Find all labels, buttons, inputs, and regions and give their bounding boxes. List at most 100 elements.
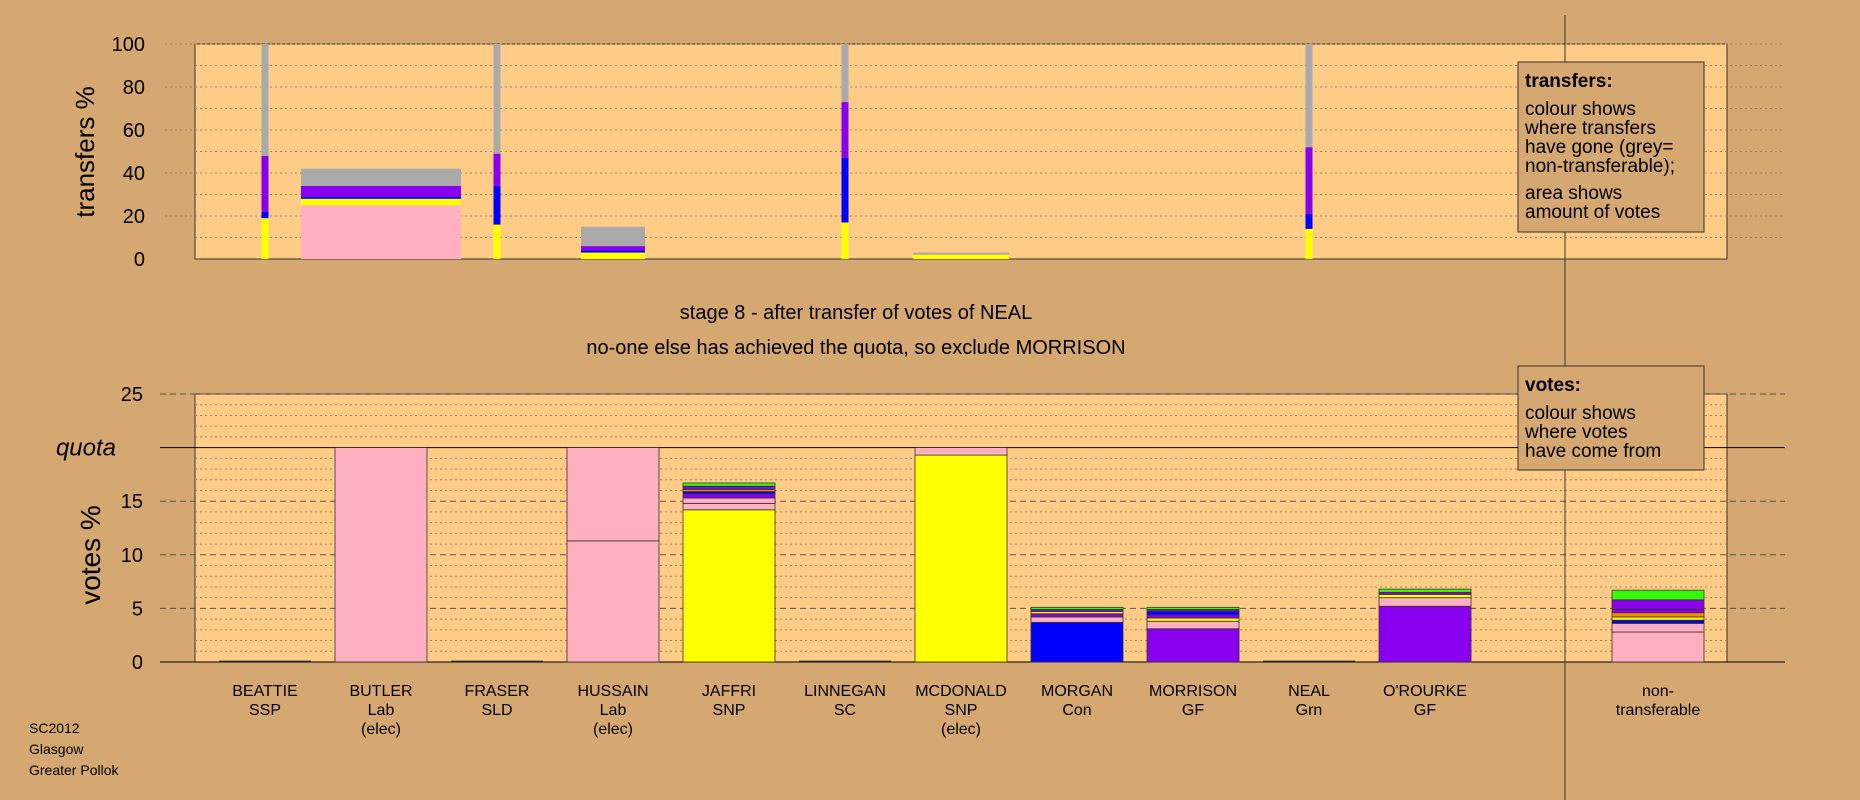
transfers-legend-heading: transfers: xyxy=(1525,71,1613,92)
candidate-label: SC xyxy=(834,702,856,719)
transfer-segment xyxy=(261,44,269,156)
transfers-legend-line: area shows xyxy=(1525,183,1622,204)
footer-council: Glasgow xyxy=(29,741,84,757)
transfer-segment xyxy=(493,44,501,154)
vote-segment xyxy=(682,485,776,490)
votes-y-axis-label: votes % xyxy=(75,505,106,605)
vote-segment xyxy=(1611,616,1705,621)
transfer-segment xyxy=(581,250,645,253)
candidate-label: MORRISON xyxy=(1149,683,1237,700)
transfer-segment xyxy=(493,224,501,259)
vote-segment xyxy=(1378,588,1472,593)
vote-segment xyxy=(682,493,776,499)
vote-segment xyxy=(1611,631,1705,663)
candidate-label: HUSSAIN xyxy=(577,683,648,700)
votes-legend-line: colour shows xyxy=(1525,403,1636,424)
vote-segment xyxy=(1030,621,1124,663)
votes-legend: votes: colour shows where votes have com… xyxy=(1517,365,1705,471)
transfer-segment xyxy=(841,157,849,223)
transfers-legend-line: have gone (grey= xyxy=(1525,137,1673,158)
transfers-y-tick-label: 40 xyxy=(123,163,145,185)
votes-y-tick-label: 15 xyxy=(121,491,143,513)
transfers-legend-line: colour shows xyxy=(1525,99,1636,120)
transfer-segment xyxy=(1305,147,1313,214)
transfer-segment xyxy=(841,44,849,103)
candidate-label: BEATTIE xyxy=(232,683,298,700)
vote-segment xyxy=(1611,619,1705,624)
transfer-segment xyxy=(581,246,645,251)
transfer-segment xyxy=(841,222,849,259)
vote-segment xyxy=(1146,628,1240,663)
transfer-segment xyxy=(581,226,645,247)
candidate-label: NEAL xyxy=(1288,683,1330,700)
candidate-label: (elec) xyxy=(361,721,401,738)
transfers-y-tick-label: 100 xyxy=(112,34,145,56)
vote-segment xyxy=(1146,606,1240,610)
vote-segment xyxy=(566,447,660,542)
transfers-legend-line: where transfers xyxy=(1524,118,1656,139)
vote-segment xyxy=(1030,616,1124,623)
votes-y-tick-label: 25 xyxy=(121,384,143,406)
vote-segment xyxy=(1611,623,1705,633)
vote-segment xyxy=(1030,606,1124,610)
candidate-label: BUTLER xyxy=(349,683,412,700)
transfer-segment xyxy=(1305,213,1313,229)
votes-legend-line: where votes xyxy=(1524,422,1627,443)
votes-y-tick-label: 0 xyxy=(132,652,143,674)
vote-segment xyxy=(914,447,1008,456)
vote-segment xyxy=(682,509,776,663)
transfer-segment xyxy=(301,196,461,199)
candidate-label: non- xyxy=(1642,683,1674,700)
transfer-segment xyxy=(261,155,269,212)
transfer-segment xyxy=(261,218,269,259)
candidate-label: SNP xyxy=(713,702,746,719)
transfers-y-axis-label: transfers % xyxy=(70,86,100,218)
transfers-legend-line: non-transferable); xyxy=(1525,156,1675,177)
transfers-legend-line: amount of votes xyxy=(1525,202,1660,223)
candidate-label: GF xyxy=(1414,702,1436,719)
candidate-label: FRASER xyxy=(465,683,530,700)
candidate-label: MORGAN xyxy=(1041,683,1113,700)
vote-segment xyxy=(1378,605,1472,663)
vote-segment xyxy=(566,540,660,663)
transfer-segment xyxy=(913,254,1009,259)
vote-segment xyxy=(914,454,1008,663)
candidate-label: MCDONALD xyxy=(915,683,1007,700)
vote-segment xyxy=(1146,611,1240,616)
quota-label: quota xyxy=(56,435,116,462)
vote-segment xyxy=(1611,609,1705,614)
candidate-label: Con xyxy=(1062,702,1091,719)
vote-segment xyxy=(1611,612,1705,618)
vote-segment xyxy=(682,482,776,487)
transfers-y-tick-label: 20 xyxy=(123,206,145,228)
transfers-y-tick-label: 60 xyxy=(123,120,145,142)
vote-segment xyxy=(1146,620,1240,630)
vote-segment xyxy=(682,497,776,504)
transfer-segment xyxy=(913,252,1009,255)
candidate-label: LINNEGAN xyxy=(804,683,886,700)
vote-segment xyxy=(1378,597,1472,607)
transfers-y-tick-label: 0 xyxy=(134,249,145,271)
vote-segment xyxy=(1146,617,1240,622)
transfer-segment xyxy=(1305,44,1313,148)
candidate-label: O'ROURKE xyxy=(1383,683,1467,700)
footer-election: SC2012 xyxy=(29,720,80,736)
candidate-label: GF xyxy=(1182,702,1204,719)
vote-segment xyxy=(1611,589,1705,601)
transfer-segment xyxy=(301,205,461,259)
transfer-segment xyxy=(493,185,501,225)
candidate-label: (elec) xyxy=(941,721,981,738)
candidate-label: transferable xyxy=(1616,702,1701,719)
candidate-label: JAFFRI xyxy=(702,683,756,700)
transfer-segment xyxy=(1305,228,1313,259)
vote-segment xyxy=(682,502,776,511)
candidate-label: SSP xyxy=(249,702,281,719)
transfer-segment xyxy=(301,168,461,186)
stage-subtitle: no-one else has achieved the quota, so e… xyxy=(586,337,1125,359)
candidate-label: Grn xyxy=(1296,702,1323,719)
transfer-segment xyxy=(301,185,461,197)
candidate-label: Lab xyxy=(600,702,627,719)
transfer-segment xyxy=(841,102,849,158)
vote-segment xyxy=(1146,614,1240,619)
